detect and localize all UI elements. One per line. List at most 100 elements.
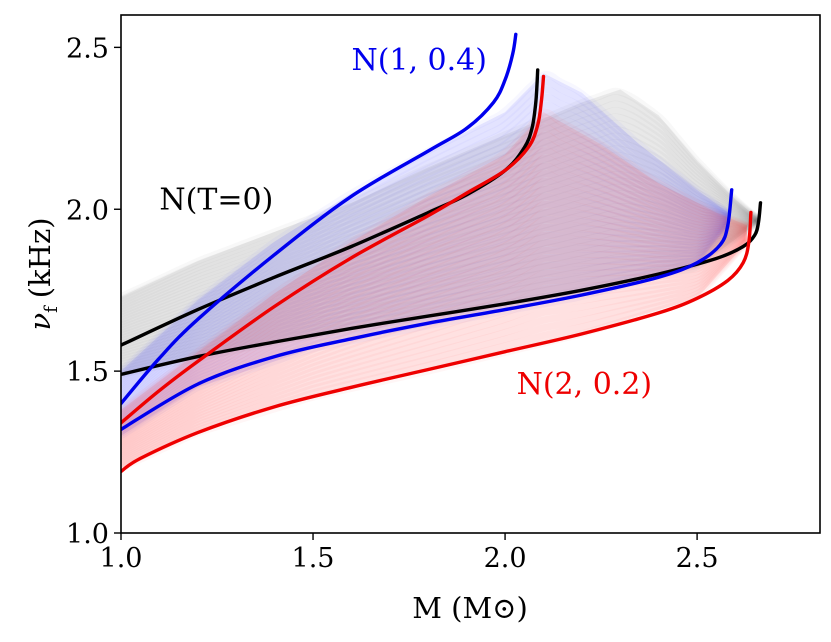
plot-background [121, 15, 820, 533]
ensemble-sample-curve [121, 230, 749, 445]
ensemble-sample-curve [121, 217, 760, 357]
ensemble-sample-curve [121, 200, 730, 411]
ensemble-sample-curve [121, 108, 749, 413]
ensemble-sample-curve [121, 158, 760, 329]
series-lines [121, 32, 763, 474]
ensemble-sample-curve [121, 220, 731, 428]
series-line-3 [121, 32, 518, 406]
ensemble-sample-curve [121, 113, 761, 311]
x-axis-label: M (M⊙) [412, 591, 528, 625]
y-axis-label-unit: (kHz) [23, 217, 57, 298]
ensemble-sample-curve [121, 116, 749, 415]
ensemble-sample-curve [121, 139, 729, 394]
ensemble-sample-curve [121, 218, 760, 360]
ensemble-sample-curve [121, 170, 748, 429]
annotation-label: N(2, 0.2) [517, 367, 653, 402]
ensemble-sample-curve [121, 131, 729, 392]
ensemble-sample-curve [121, 238, 750, 468]
ensemble-sample-curve [121, 208, 730, 413]
ensemble-sample-curve [121, 183, 759, 339]
ensemble-sample-curve [121, 202, 759, 347]
ensemble-sample-curve [121, 231, 749, 447]
ensemble-sample-curve [121, 147, 748, 423]
ensemble-sample-curve [121, 132, 760, 319]
ensemble-sample-curve [121, 200, 748, 437]
ensemble-sample-curve [121, 218, 761, 371]
ensemble-sample-curve [121, 232, 749, 448]
ensemble-sample-curve [121, 93, 730, 381]
ensemble-sample-curve [121, 218, 730, 418]
ensemble-sample-curve [121, 151, 760, 326]
ensemble-band-fill [121, 112, 747, 469]
ensemble-sample-curve [121, 177, 748, 431]
y-tick-label: 2.5 [66, 33, 109, 64]
ensemble-sample-curve [121, 190, 759, 342]
x-axis-ticks: 1.0 1.5 2.0 2.5 [100, 533, 719, 574]
ensemble-sample-curve [121, 235, 750, 460]
ensemble-sample-curve [121, 218, 760, 363]
y-tick-label: 2.0 [66, 195, 109, 226]
y-tick-label: 1.0 [66, 519, 109, 550]
ensemble-sample-curve [121, 222, 731, 437]
ensemble-sample-curve [121, 87, 761, 300]
ensemble-sample-curve [121, 170, 729, 402]
ensemble-sample-curve [121, 101, 730, 383]
plot-frame [120, 14, 821, 534]
ensemble-sample-curve [121, 223, 749, 443]
series-line-0 [121, 201, 763, 377]
annotation-label: N(T=0) [159, 182, 273, 217]
ensemble-sample-curve [121, 94, 761, 303]
y-tick-label: 1.5 [66, 357, 109, 388]
x-tick-label: 2.0 [484, 543, 527, 574]
y-axis-label-subscript: f [41, 305, 62, 313]
ensemble-sample-curve [121, 220, 731, 426]
y-axis-label: νf (kHz) [23, 217, 62, 330]
ensemble-sample-curve [121, 219, 730, 424]
ensemble-sample-curve [121, 154, 748, 425]
ensemble-sample-curve [121, 196, 759, 345]
y-axis-ticks: 1.0 1.5 2.0 2.5 [66, 33, 121, 550]
ensemble-sample-curve [121, 218, 760, 365]
ensemble-sample-curve [121, 218, 730, 420]
ensemble-sample-curve [121, 126, 761, 316]
ensemble-sample-curve [121, 100, 761, 306]
ensemble-sample-curve [121, 78, 730, 376]
ensemble-sample-curve [121, 237, 750, 466]
ensemble-sample-curve [121, 185, 729, 407]
ensemble-sample-curve [121, 86, 730, 378]
series-line-4 [121, 210, 753, 474]
ensemble-sample-curve [121, 219, 761, 376]
ensemble-sample-curve [121, 236, 750, 462]
ensemble-sample-curve [121, 164, 760, 332]
ensemble-sample-curve [121, 192, 729, 409]
annotations: N(1, 0.4) N(T=0) N(2, 0.2) [159, 43, 652, 402]
ensemble-sample-curve [121, 119, 761, 313]
ensemble-sample-curve [121, 209, 760, 350]
y-axis-label-symbol: ν [23, 313, 57, 331]
ensemble-sample-curve [121, 217, 760, 355]
ensemble-sample-curve [121, 123, 749, 417]
ensemble-sample-curve [121, 177, 729, 405]
series-line-5 [121, 74, 546, 425]
ensemble-sample-curve [121, 236, 750, 464]
ensemble-sample-curve [121, 215, 760, 352]
ensemble-sample-curve [121, 193, 748, 435]
ensemble-sample-curve [121, 124, 729, 389]
ensemble-sample-curve [121, 232, 749, 450]
ensemble-sample-curve [121, 221, 731, 431]
ensemble-sample-curve [121, 185, 748, 433]
x-tick-label: 1.0 [100, 543, 143, 574]
x-tick-label: 2.5 [676, 543, 719, 574]
ensemble-sample-curve [121, 162, 728, 400]
annotation-label: N(1, 0.4) [351, 43, 487, 78]
ensemble-sample-curve [121, 107, 761, 308]
ensemble-sample-curve [121, 219, 761, 373]
ensemble-sample-curve [121, 221, 731, 433]
ensemble-sample-curve [121, 147, 729, 396]
ensemble-band-fill [121, 73, 728, 436]
x-tick-label: 1.5 [292, 543, 335, 574]
series-line-2 [121, 188, 734, 432]
ensemble-sample-curve [121, 138, 760, 321]
ensemble-sample-curve [121, 233, 749, 452]
